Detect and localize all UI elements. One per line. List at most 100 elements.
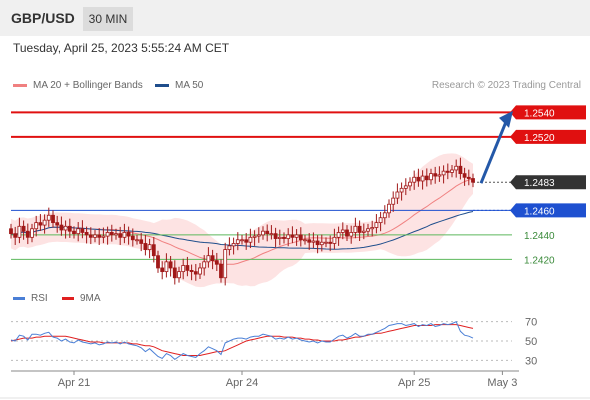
candle-body xyxy=(324,241,328,244)
candle-body xyxy=(177,271,181,279)
legend-9ma: 9MA xyxy=(62,293,101,304)
candle-body xyxy=(189,269,194,273)
candle-body xyxy=(416,176,421,182)
candle-body xyxy=(122,232,127,238)
candle-body xyxy=(345,229,349,237)
price-tag-1.2420: 1.2420 xyxy=(524,255,555,266)
candle-body xyxy=(143,243,148,250)
candle-body xyxy=(420,175,425,182)
candle-body xyxy=(227,245,232,250)
candle-body xyxy=(168,261,173,269)
candle-body xyxy=(76,228,81,235)
candle-body xyxy=(55,222,60,226)
candle-body xyxy=(42,219,47,226)
candle-body xyxy=(458,165,463,175)
candle-body xyxy=(193,271,198,275)
candle-body xyxy=(88,234,93,238)
candle-body xyxy=(67,225,72,232)
candle-body xyxy=(395,191,400,199)
candle-body xyxy=(118,233,123,238)
candle-body xyxy=(93,234,97,238)
price-tag-1.2483: 1.2483 xyxy=(524,178,555,189)
candle-body xyxy=(160,267,165,273)
rsi-swatch xyxy=(13,296,25,300)
candle-body xyxy=(429,173,433,181)
candle-body xyxy=(198,267,202,275)
candle-body xyxy=(38,222,43,226)
candle-body xyxy=(252,235,257,238)
candle-body xyxy=(366,228,370,232)
candle-body xyxy=(336,232,341,238)
candle-body xyxy=(332,236,337,244)
candle-body xyxy=(303,239,307,242)
candle-body xyxy=(135,239,139,242)
candle-body xyxy=(261,230,265,236)
candle-body xyxy=(307,239,312,243)
candle-body xyxy=(391,197,396,205)
candle-body xyxy=(273,233,278,239)
candle-body xyxy=(80,228,85,233)
candle-body xyxy=(378,217,383,224)
candle-body xyxy=(340,229,345,233)
candle-body xyxy=(51,214,55,224)
candle-body xyxy=(202,261,207,269)
candle-body xyxy=(59,224,64,231)
candle-body xyxy=(353,225,358,233)
candle-body xyxy=(34,222,39,230)
candle-body xyxy=(433,173,438,177)
price-tag-1.2460: 1.2460 xyxy=(524,206,555,217)
ma50-line xyxy=(10,211,474,250)
candle-body xyxy=(286,234,291,239)
currency-pair-title: GBP/USD xyxy=(11,10,75,26)
timeframe-button[interactable]: 30 MIN xyxy=(83,7,133,31)
credit-text: Research © 2023 Trading Central xyxy=(431,80,581,91)
candle-body xyxy=(315,240,320,246)
candle-body xyxy=(349,232,354,237)
candle-body xyxy=(290,234,295,238)
candle-body xyxy=(387,203,391,214)
rsi-line xyxy=(10,321,474,361)
candle-body xyxy=(269,233,274,236)
candle-body xyxy=(84,232,89,236)
ma50-label: MA 50 xyxy=(175,80,204,91)
target-arrow-shaft xyxy=(479,121,508,184)
candle-body xyxy=(126,232,131,237)
candle-body xyxy=(30,228,34,238)
candle-body xyxy=(311,240,316,243)
candle-body xyxy=(185,265,190,271)
candle-body xyxy=(219,263,223,279)
candle-body xyxy=(130,235,135,241)
candle-body xyxy=(210,255,215,261)
candle-body xyxy=(319,241,324,246)
price-tag-bg-1.2520 xyxy=(510,129,586,144)
candle-body xyxy=(156,255,160,269)
candle-body xyxy=(63,225,68,231)
candle-body xyxy=(101,235,106,238)
chart-datetime: Tuesday, April 25, 2023 5:55:24 AM CET xyxy=(13,41,230,55)
x-tick-label: Apr 25 xyxy=(398,377,430,389)
price-tag-1.2540: 1.2540 xyxy=(524,108,555,119)
x-tick-label: Apr 24 xyxy=(226,377,258,389)
candle-body xyxy=(231,243,236,247)
candle-body xyxy=(294,234,299,238)
candle-body xyxy=(277,236,282,239)
candle-body xyxy=(445,170,450,173)
bollinger-band-area xyxy=(11,153,473,288)
candle-body xyxy=(21,225,26,232)
candle-body xyxy=(450,169,454,173)
candle-body xyxy=(403,185,408,189)
ma20-label: MA 20 + Bollinger Bands xyxy=(33,80,143,91)
rsi-label: RSI xyxy=(31,293,48,304)
candle-body xyxy=(282,236,286,239)
candle-body xyxy=(328,241,333,244)
candle-body xyxy=(248,236,253,243)
candle-body xyxy=(256,234,261,237)
candle-body xyxy=(109,232,114,236)
header-bar: GBP/USD 30 MIN xyxy=(0,0,590,36)
candle-body xyxy=(424,175,429,181)
candle-body xyxy=(147,244,152,250)
candle-body xyxy=(17,225,22,238)
candle-body xyxy=(412,176,417,183)
candle-body xyxy=(9,228,13,235)
